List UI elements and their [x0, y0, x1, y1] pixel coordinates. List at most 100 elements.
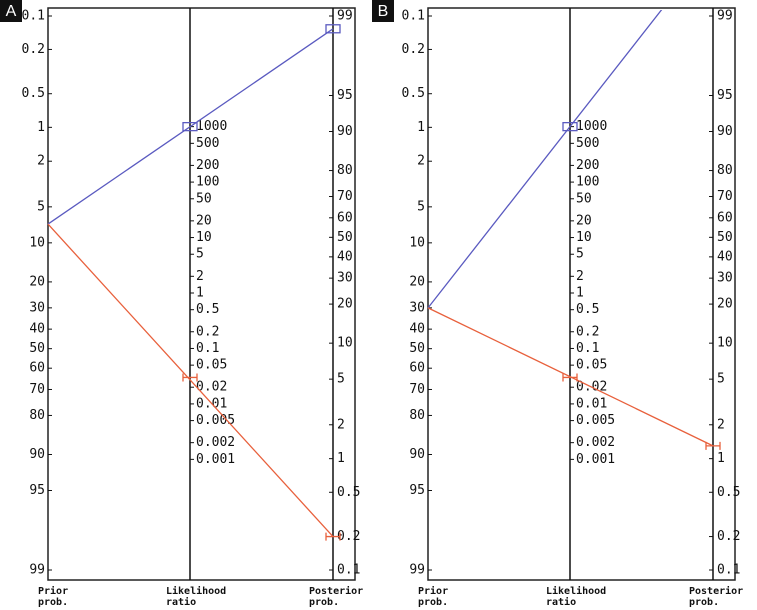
posterior-tick-label: 30: [337, 271, 353, 286]
lr-tick-label: 0.5: [196, 302, 219, 317]
lr-tick-label: 0.02: [196, 380, 227, 395]
lr-tick-label: 100: [196, 175, 219, 190]
lr-tick-label: 50: [576, 191, 592, 206]
lr-tick-label: 50: [196, 191, 212, 206]
prior-tick-label: 0.5: [22, 86, 45, 101]
marker: [325, 532, 341, 541]
lr-tick-label: 100: [576, 175, 599, 190]
prior-tick-label: 20: [29, 274, 45, 289]
nomogram-line: [47, 223, 334, 538]
lr-tick-label: 200: [576, 158, 599, 173]
prior-tick-label: 2: [37, 154, 45, 169]
lr-tick-label: 0.005: [576, 413, 615, 428]
posterior-tick-label: 0.2: [337, 529, 360, 544]
marker: [182, 121, 198, 132]
prior-tick-label: 0.1: [402, 9, 425, 24]
prior-tick-label: 5: [37, 199, 45, 214]
nomogram-line: [47, 28, 334, 225]
prior-tick-label: 70: [409, 382, 425, 397]
panel-frame: [427, 7, 736, 581]
posterior-tick-label: 1: [337, 451, 345, 466]
posterior-tick-label: 0.5: [337, 485, 360, 500]
axis-label: Likelihood: [546, 585, 606, 597]
prior-tick-label: 0.2: [402, 42, 425, 57]
posterior-tick-label: 50: [717, 230, 733, 245]
prior-tick-label: 99: [29, 563, 45, 578]
prior-tick-label: 10: [409, 235, 425, 250]
axis-label: ratio: [546, 596, 576, 608]
nomogram-line: [427, 10, 663, 309]
prior-tick-label: 2: [417, 154, 425, 169]
prior-tick-label: 95: [29, 483, 45, 498]
lr-tick-label: 1000: [576, 119, 607, 134]
lr-tick-label: 5: [196, 247, 204, 262]
prior-tick-label: 0.5: [402, 86, 425, 101]
axis-label: Posterior: [689, 585, 743, 597]
lr-tick-label: 0.001: [196, 452, 235, 467]
axis-label: Prior: [418, 585, 448, 597]
prior-tick-label: 80: [29, 408, 45, 423]
posterior-tick-label: 1: [717, 451, 725, 466]
prior-tick-label: 1: [37, 120, 45, 135]
posterior-tick-label: 70: [337, 189, 353, 204]
posterior-tick-label: 0.1: [337, 563, 360, 578]
panel-frame: [47, 7, 356, 581]
posterior-tick-label: 80: [337, 163, 353, 178]
posterior-tick-label: 40: [717, 249, 733, 264]
prior-tick-label: 90: [409, 447, 425, 462]
posterior-tick-label: 30: [717, 271, 733, 286]
axis-label: prob.: [309, 597, 339, 608]
lr-tick-label: 0.2: [576, 324, 599, 339]
prior-tick-label: 5: [417, 199, 425, 214]
lr-tick-label: 2: [196, 269, 204, 284]
posterior-tick-label: 5: [337, 372, 345, 387]
lr-tick-label: 0.05: [196, 358, 227, 373]
axis-label: Prior: [38, 585, 68, 597]
panel-letter-box: [372, 0, 394, 22]
panel-letter: B: [378, 3, 389, 20]
axis-label: prob.: [38, 597, 68, 608]
posterior-tick-label: 90: [717, 124, 733, 139]
prior-tick-label: 0.1: [22, 9, 45, 24]
lr-tick-label: 0.2: [196, 324, 219, 339]
lr-tick-label: 0.5: [576, 302, 599, 317]
axis-label: Posterior: [309, 585, 363, 597]
prior-tick-label: 95: [409, 483, 425, 498]
prior-tick-label: 40: [29, 322, 45, 337]
marker: [325, 24, 341, 34]
prior-tick-label: 0.2: [22, 42, 45, 57]
panel: A 0.10.20.5125102030405060708090959910005…: [0, 0, 363, 608]
lr-tick-label: 500: [196, 136, 219, 151]
axis-label: Likelihood: [166, 585, 226, 597]
lr-tick-label: 10: [196, 230, 212, 245]
lr-tick-label: 0.005: [196, 413, 235, 428]
lr-tick-label: 0.05: [576, 358, 607, 373]
lr-tick-label: 0.002: [196, 435, 235, 450]
prior-tick-label: 40: [409, 322, 425, 337]
posterior-tick-label: 60: [717, 210, 733, 225]
lr-tick-label: 0.01: [576, 396, 607, 411]
posterior-tick-label: 95: [717, 88, 733, 103]
posterior-tick-label: 90: [337, 124, 353, 139]
posterior-tick-label: 99: [337, 9, 353, 24]
panel-letter-box: [0, 0, 22, 22]
lr-tick-label: 0.001: [576, 452, 615, 467]
posterior-tick-label: 20: [717, 297, 733, 312]
marker: [182, 373, 198, 382]
lr-tick-label: 2: [576, 269, 584, 284]
prior-tick-label: 99: [409, 563, 425, 578]
posterior-tick-label: 70: [717, 189, 733, 204]
prior-tick-label: 1: [417, 120, 425, 135]
prior-tick-label: 60: [29, 361, 45, 376]
prior-tick-label: 10: [29, 235, 45, 250]
prior-tick-label: 80: [409, 408, 425, 423]
lr-tick-label: 200: [196, 158, 219, 173]
prior-tick-label: 30: [29, 300, 45, 315]
posterior-tick-label: 40: [337, 249, 353, 264]
posterior-tick-label: 80: [717, 163, 733, 178]
posterior-tick-label: 5: [717, 372, 725, 387]
posterior-tick-label: 99: [717, 9, 733, 24]
posterior-tick-label: 0.1: [717, 563, 740, 578]
lr-tick-label: 1000: [196, 119, 227, 134]
